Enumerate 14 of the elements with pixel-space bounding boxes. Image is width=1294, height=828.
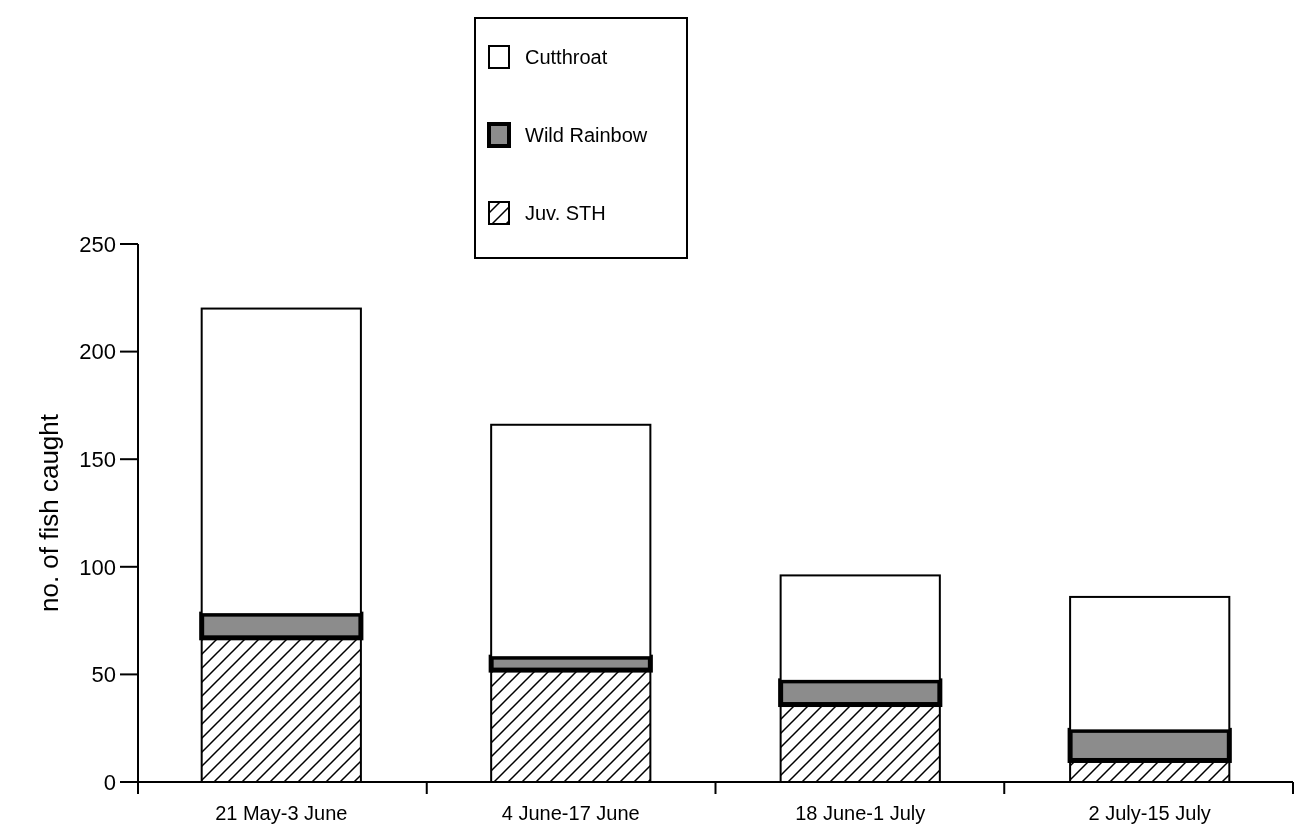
- x-tick-label: 21 May-3 June: [215, 802, 348, 824]
- y-tick-label: 250: [79, 231, 116, 257]
- y-tick-label: 200: [79, 339, 116, 365]
- y-tick-label: 50: [91, 662, 116, 688]
- y-axis-title: no. of fish caught: [34, 413, 64, 613]
- legend-label: Cutthroat: [525, 46, 608, 68]
- x-tick-label: 18 June-1 July: [795, 802, 926, 824]
- x-tick-label: 4 June-17 June: [501, 802, 640, 824]
- legend-label: Wild Rainbow: [525, 124, 648, 146]
- x-tick-label: 2 July-15 July: [1088, 802, 1211, 824]
- y-tick-label: 0: [103, 769, 116, 795]
- legend-label: Juv. STH: [525, 202, 606, 224]
- y-tick-label: 150: [79, 446, 116, 472]
- y-tick-label: 100: [79, 554, 116, 580]
